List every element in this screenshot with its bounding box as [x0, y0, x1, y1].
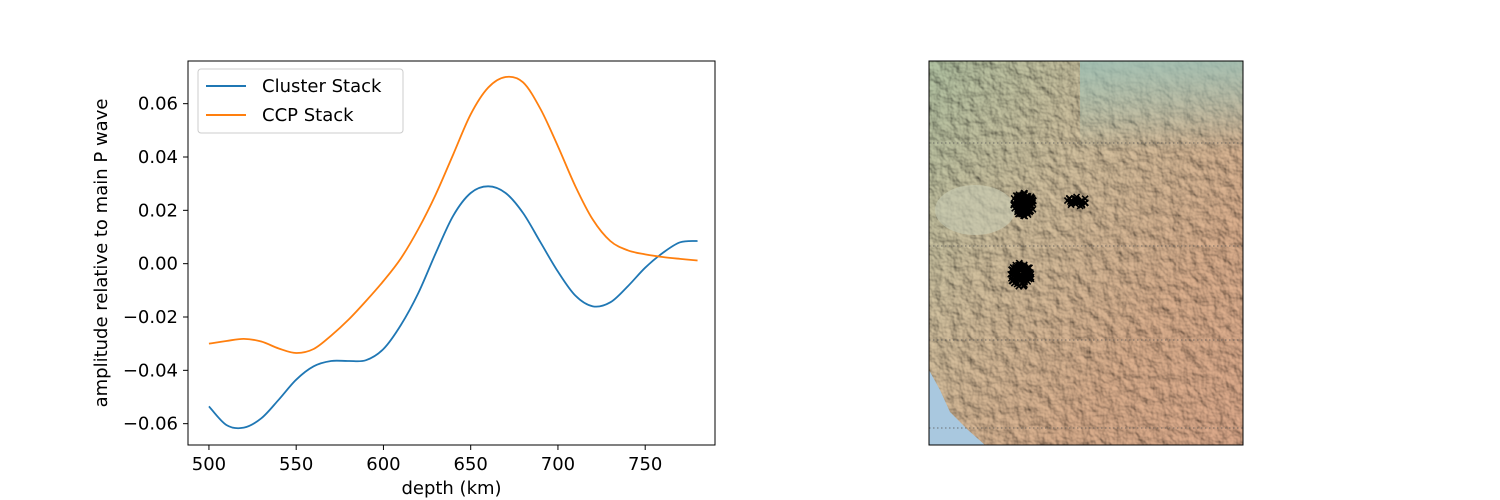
legend-label-ccp: CCP Stack: [262, 105, 354, 126]
series-line-ccp-stack: [208, 75, 698, 354]
x-tick-label: 650: [454, 454, 488, 475]
map-frame: [928, 60, 1244, 446]
legend: Cluster Stack CCP Stack: [197, 68, 404, 134]
series-layer: [208, 75, 698, 430]
y-tick-label: 0.06: [138, 94, 178, 115]
x-tick-label: 550: [279, 454, 313, 475]
y-tick-label: −0.04: [123, 360, 178, 381]
map-marker: [1028, 194, 1036, 203]
map-marker: [1027, 202, 1035, 210]
map-coast-water: [929, 370, 985, 445]
map-marker: [1073, 197, 1081, 205]
x-axis: 500 550 600 650 700 750: [192, 445, 662, 475]
x-tick-label: 600: [366, 454, 400, 475]
y-axis-label: amplitude relative to main P wave: [91, 99, 112, 408]
y-tick-label: 0.04: [138, 147, 178, 168]
map-marker: [1015, 282, 1023, 290]
map-panel: [928, 60, 1244, 446]
y-tick-label: −0.06: [123, 414, 178, 435]
map-marker: [1024, 192, 1032, 200]
map-basin: [935, 185, 1015, 235]
y-axis: −0.06 −0.04 −0.02 0.00 0.02 0.04 0.06: [123, 94, 188, 435]
legend-frame: [197, 68, 404, 134]
map-marker: [1025, 275, 1033, 283]
map-marker: [1009, 276, 1017, 284]
y-tick-label: −0.02: [123, 307, 178, 328]
line-chart-panel: 500 550 600 650 700 750 −0.06 −0.04 −0.02 0.00 0.…: [91, 60, 716, 499]
map-marker: [1014, 192, 1022, 201]
x-tick-label: 500: [192, 454, 226, 475]
map-marker: [1016, 198, 1025, 206]
map-marker: [1007, 270, 1015, 278]
map-marker: [1010, 200, 1018, 208]
series-line-cluster-stack: [208, 185, 698, 430]
map-marker: [1020, 261, 1028, 269]
map-plains-tint: [1080, 61, 1243, 151]
map-marker: [1016, 199, 1024, 207]
map-marker: [1022, 201, 1030, 209]
map-marker: [1020, 281, 1028, 289]
map-markers: [1007, 189, 1089, 290]
map-marker: [1026, 208, 1034, 216]
plot-frame: [187, 60, 716, 446]
y-tick-label: 0.00: [138, 254, 178, 275]
map-marker: [1065, 195, 1074, 203]
x-axis-label: depth (km): [401, 478, 501, 499]
y-tick-label: 0.02: [138, 200, 178, 221]
map-marker: [1013, 264, 1022, 272]
map-marker: [1013, 274, 1022, 282]
map-marker: [1020, 263, 1028, 271]
x-tick-label: 700: [541, 454, 575, 475]
map-marker: [1014, 210, 1023, 218]
legend-label-cluster: Cluster Stack: [262, 76, 382, 97]
x-tick-label: 750: [628, 454, 662, 475]
